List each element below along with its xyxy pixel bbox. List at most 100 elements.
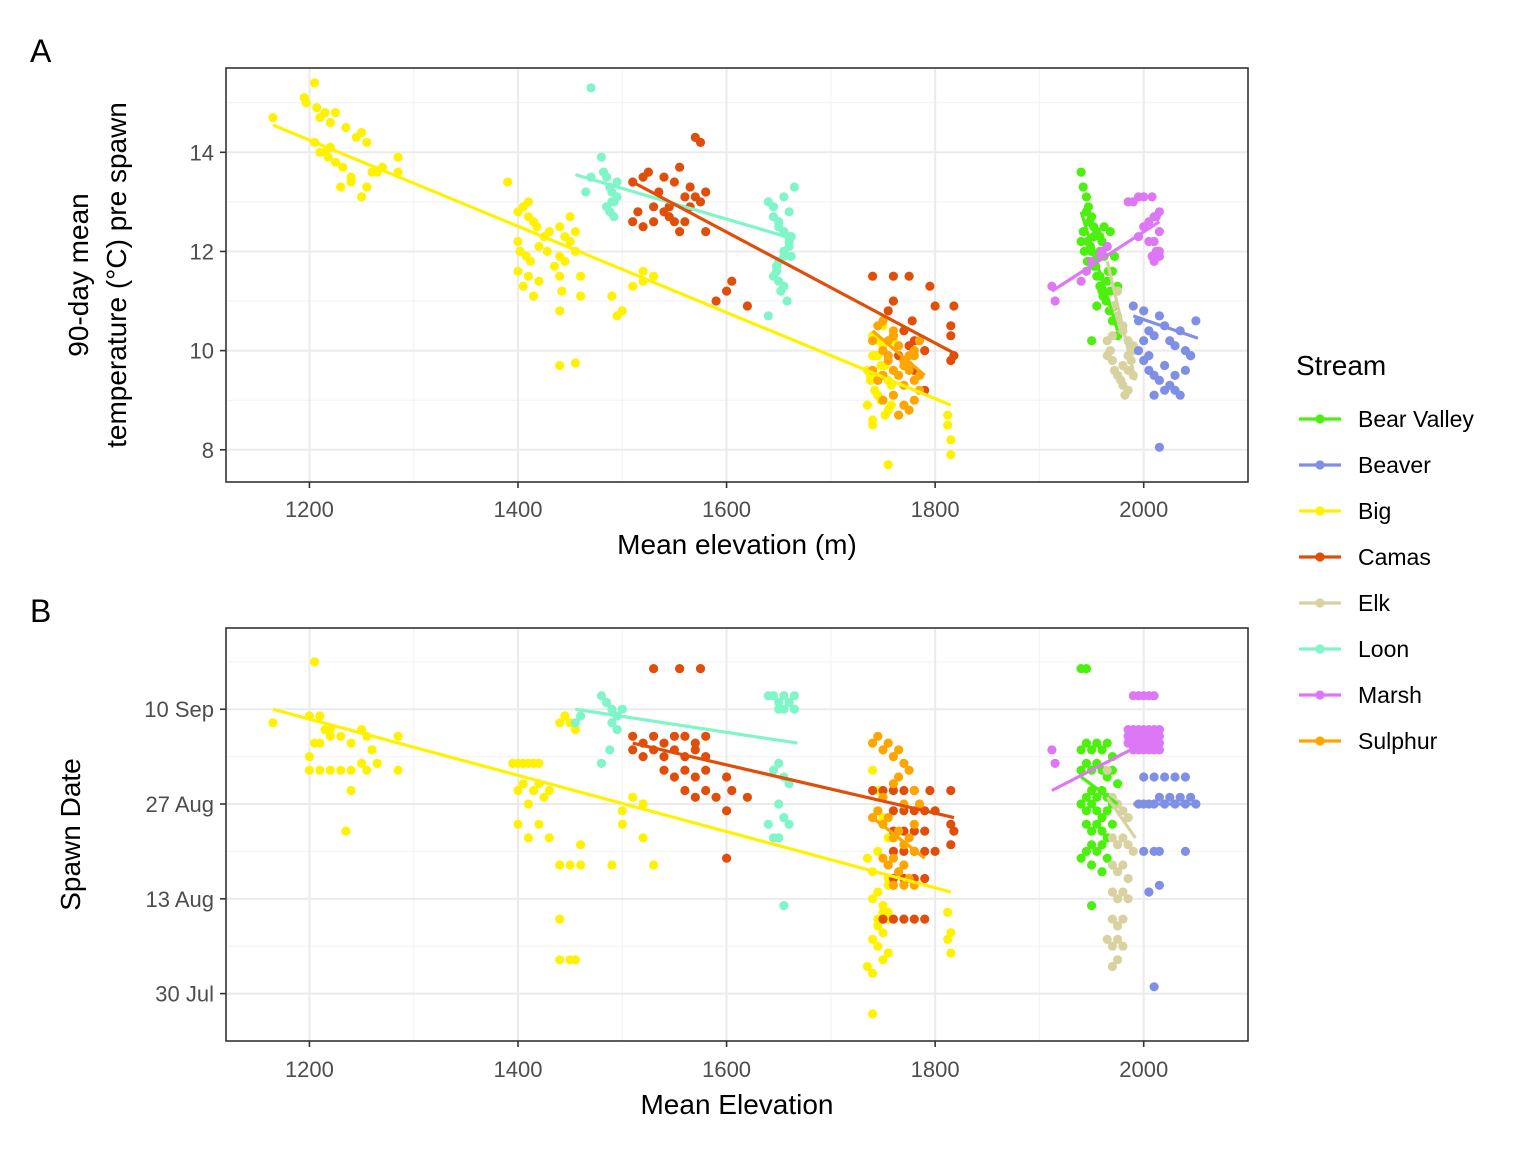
legend: Stream Bear Valley Beaver Big Camas Elk Loon Ma… xyxy=(1296,350,1474,754)
point-elk xyxy=(1107,833,1117,843)
point-camas xyxy=(675,664,685,674)
point-big xyxy=(946,435,956,445)
point-sulphur xyxy=(899,860,909,870)
point-beaver xyxy=(1139,846,1149,857)
point-loon xyxy=(786,251,796,261)
point-camas xyxy=(949,826,959,836)
point-big xyxy=(878,955,888,965)
y-axis-title: Spawn Date xyxy=(55,758,86,911)
point-marsh xyxy=(1149,236,1159,247)
point-sulphur xyxy=(909,346,919,356)
point-loon xyxy=(612,725,622,735)
point-marsh xyxy=(1050,296,1060,306)
point-big xyxy=(943,410,953,420)
point-camas xyxy=(888,296,899,306)
point-sulphur xyxy=(909,785,919,796)
point-big xyxy=(617,806,627,816)
point-big xyxy=(310,738,320,748)
point-big xyxy=(503,177,513,187)
point-beaver xyxy=(1154,792,1164,802)
point-big xyxy=(544,785,554,796)
point-big xyxy=(513,785,523,796)
legend-key-point xyxy=(1315,552,1325,562)
point-beaver xyxy=(1144,887,1154,897)
point-camas xyxy=(711,792,721,802)
fit-line-elk xyxy=(1105,260,1137,381)
point-loon xyxy=(774,758,784,769)
point-big xyxy=(876,360,886,371)
point-big xyxy=(617,819,627,829)
point-big xyxy=(570,725,581,735)
y-tick-label: 8 xyxy=(202,438,214,463)
x-tick-label: 1800 xyxy=(911,497,960,522)
legend-key-point xyxy=(1315,460,1325,470)
point-big xyxy=(529,217,539,227)
point-big xyxy=(310,78,320,88)
x-tick-label: 1400 xyxy=(494,1057,543,1082)
point-big xyxy=(523,197,534,207)
point-camas xyxy=(920,826,930,836)
point-loon xyxy=(596,758,607,769)
point-bear-valley xyxy=(1113,779,1123,789)
point-big xyxy=(560,711,570,721)
point-camas xyxy=(920,846,930,857)
point-big xyxy=(862,853,873,863)
point-loon xyxy=(779,901,789,911)
point-big xyxy=(393,152,403,162)
point-big xyxy=(576,860,586,870)
legend-label: Big xyxy=(1358,498,1391,524)
point-big xyxy=(325,765,335,775)
point-big xyxy=(330,108,341,118)
point-elk xyxy=(1118,914,1128,924)
point-camas xyxy=(909,826,919,836)
fit-line-big xyxy=(272,123,952,407)
point-beaver xyxy=(1160,772,1170,782)
point-marsh xyxy=(1102,241,1112,252)
fit-line-marsh xyxy=(1051,741,1145,792)
point-big xyxy=(649,860,659,870)
point-marsh xyxy=(1149,691,1159,701)
point-big xyxy=(304,765,314,775)
point-bear-valley xyxy=(1081,664,1091,674)
point-big xyxy=(513,236,523,247)
point-elk xyxy=(1113,921,1123,931)
point-loon xyxy=(581,187,591,197)
point-loon xyxy=(612,177,622,187)
legend-label: Elk xyxy=(1358,590,1390,616)
point-sulphur xyxy=(894,370,904,380)
point-bear-valley xyxy=(1109,251,1120,261)
point-camas xyxy=(925,281,935,291)
panel-border xyxy=(225,627,1249,1042)
point-big xyxy=(513,266,523,276)
point-big xyxy=(555,271,565,281)
point-bear-valley xyxy=(1076,167,1086,177)
fit-line-loon xyxy=(575,707,798,745)
point-camas xyxy=(690,738,700,748)
legend-label: Loon xyxy=(1358,636,1409,662)
point-big xyxy=(341,826,351,836)
point-big xyxy=(638,799,648,809)
point-elk xyxy=(1123,894,1133,904)
point-camas xyxy=(925,785,935,796)
point-big xyxy=(880,410,890,420)
point-big xyxy=(523,833,534,843)
point-camas xyxy=(680,731,690,741)
point-beaver xyxy=(1139,336,1149,346)
point-big xyxy=(878,901,888,911)
point-marsh xyxy=(1047,745,1057,755)
point-big xyxy=(367,167,377,177)
y-tick-label: 27 Aug xyxy=(145,792,214,817)
point-sulphur xyxy=(868,336,878,346)
point-big xyxy=(873,921,883,931)
point-beaver xyxy=(1160,360,1170,371)
point-elk xyxy=(1118,860,1128,870)
point-bear-valley xyxy=(1089,232,1099,242)
point-big xyxy=(565,860,575,870)
x-tick-label: 1200 xyxy=(285,497,334,522)
point-camas xyxy=(638,222,648,232)
point-bear-valley xyxy=(1087,336,1097,346)
point-sulphur xyxy=(883,738,893,748)
point-loon xyxy=(789,704,800,714)
point-big xyxy=(883,948,893,958)
